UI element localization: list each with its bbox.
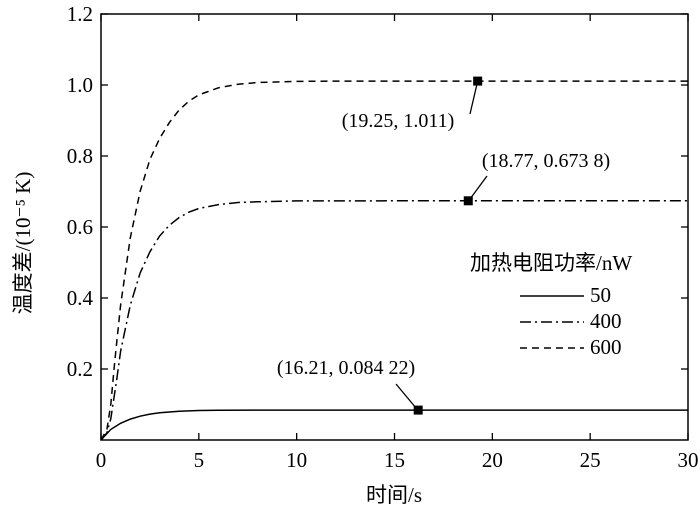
series-lines bbox=[100, 80, 688, 441]
legend-label: 400 bbox=[590, 309, 622, 333]
legend-label: 600 bbox=[590, 335, 622, 359]
annotation-markers: (19.25, 1.011) (18.77, 0.673 8) (16.21, 0.… bbox=[277, 76, 610, 415]
annotation-leader-line bbox=[469, 175, 488, 200]
x-tick-label: 10 bbox=[286, 448, 307, 472]
y-axis-title: 温度差/(10⁻⁵ K) bbox=[11, 172, 35, 315]
annotation-label: (16.21, 0.084 22) bbox=[277, 357, 415, 379]
legend-title: 加热电阻功率/nW bbox=[470, 251, 632, 275]
y-tick-label: 1.2 bbox=[67, 2, 93, 26]
series-line-50 bbox=[100, 409, 688, 441]
y-tick-label: 0.2 bbox=[67, 357, 93, 381]
x-tick-label: 25 bbox=[580, 448, 601, 472]
legend-label: 50 bbox=[590, 283, 611, 307]
y-tick-label: 1.0 bbox=[67, 73, 93, 97]
annotation-leader-line bbox=[469, 83, 478, 115]
data-marker bbox=[473, 76, 483, 86]
annotation-leader-line bbox=[395, 383, 417, 409]
series-line-600 bbox=[100, 80, 688, 441]
x-tick-label: 0 bbox=[96, 448, 107, 472]
y-tick-label: 0.4 bbox=[67, 286, 94, 310]
annotation-label: (18.77, 0.673 8) bbox=[482, 150, 610, 172]
x-tick-label: 30 bbox=[678, 448, 699, 472]
x-tick-label: 20 bbox=[482, 448, 503, 472]
series-line-400 bbox=[100, 200, 688, 441]
x-tick-label: 5 bbox=[194, 448, 205, 472]
y-tick-label: 0.6 bbox=[67, 215, 93, 239]
x-tick-label: 15 bbox=[384, 448, 405, 472]
data-marker bbox=[413, 405, 423, 415]
axis-ticks: 0 5 10 15 20 25 30 0.2 0.4 0.6 0.8 1.0 1.2 bbox=[67, 2, 699, 472]
x-axis-title: 时间/s bbox=[366, 483, 422, 507]
y-tick-label: 0.8 bbox=[67, 144, 93, 168]
data-marker bbox=[463, 196, 473, 206]
annotation-label: (19.25, 1.011) bbox=[342, 110, 455, 132]
